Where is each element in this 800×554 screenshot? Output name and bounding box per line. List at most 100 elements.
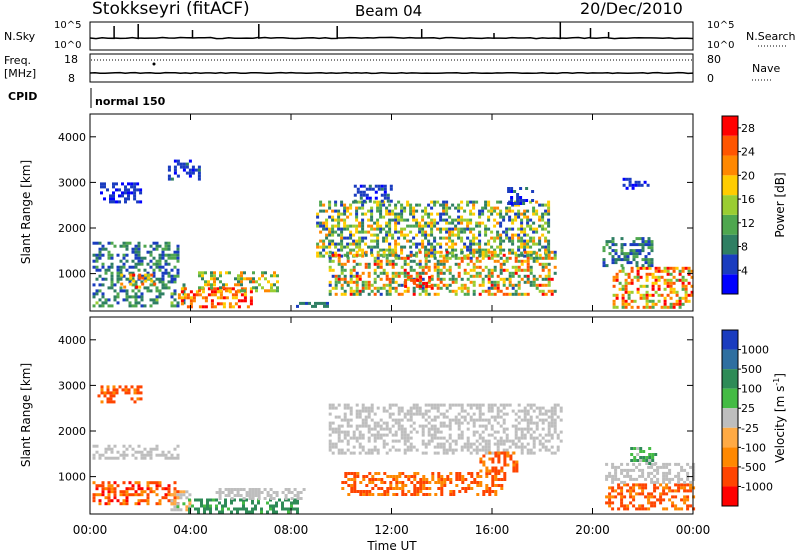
- velocity-cell-7: [368, 481, 372, 484]
- velocity-cell-2: [112, 394, 116, 398]
- velocity-cell-6: [538, 409, 542, 413]
- velocity-cell-6: [463, 445, 467, 449]
- power-cell-1: [164, 247, 168, 251]
- power-cell-9: [490, 283, 494, 287]
- velocity-cell-6: [352, 430, 356, 434]
- power-cell-9: [364, 286, 368, 290]
- velocity-cell-6: [448, 424, 452, 428]
- power-cell-2: [106, 188, 109, 192]
- power-cell-13: [657, 278, 661, 282]
- power-cell-8: [484, 230, 488, 234]
- power-cell-10: [407, 275, 411, 279]
- power-cell-8: [511, 236, 515, 240]
- power-cell-1: [116, 274, 120, 278]
- power-cell-2: [136, 188, 140, 192]
- power-cell-9: [487, 277, 491, 281]
- power-cell-9: [349, 277, 353, 281]
- velocity-cell-7: [416, 490, 420, 493]
- velocity-cell-6: [397, 406, 401, 410]
- power-cell-1: [116, 277, 120, 281]
- velocity-cell-6: [481, 448, 485, 452]
- power-cell-9: [487, 286, 491, 290]
- velocity-cell-3: [173, 502, 177, 506]
- nsky-tick-top: 10^5: [54, 20, 81, 31]
- power-cell-1: [131, 250, 135, 254]
- velocity-cell-9: [668, 486, 672, 490]
- power-cell-7: [299, 301, 302, 305]
- power-cell-9: [448, 268, 452, 272]
- power-cell-9: [436, 274, 440, 278]
- velocity-cell-2: [106, 397, 110, 401]
- velocity-cell-0: [125, 499, 129, 503]
- power-cell-9: [355, 271, 359, 275]
- power-cell-12: [507, 190, 511, 193]
- power-cell-5: [243, 293, 247, 297]
- power-cell-1: [125, 244, 129, 248]
- velocity-cell-6: [475, 430, 479, 434]
- velocity-cell-6: [391, 403, 395, 407]
- power-cell-9: [337, 253, 341, 257]
- power-cell-8: [370, 239, 374, 243]
- power-cell-0: [161, 280, 165, 284]
- power-cell-8: [448, 215, 452, 219]
- power-cell-1: [134, 250, 138, 254]
- power-cell-0: [149, 304, 153, 308]
- power-cell-9: [391, 250, 395, 254]
- velocity-cell-7: [455, 472, 459, 475]
- velocity-cell-1: [122, 453, 126, 457]
- velocity-cell-0: [143, 499, 147, 503]
- power-cell-9: [382, 283, 386, 287]
- power-cell-5: [249, 296, 253, 300]
- power-cell-8: [355, 212, 359, 216]
- power-cell-8: [541, 218, 545, 222]
- power-cell-13: [624, 299, 628, 303]
- power-cell-9: [508, 280, 512, 284]
- power-cell-1: [173, 265, 177, 269]
- velocity-cell-10: [689, 480, 693, 484]
- power-cell-8: [409, 239, 413, 243]
- power-cell-9: [523, 250, 527, 254]
- power-cell-9: [439, 259, 443, 263]
- velocity-cell-6: [337, 403, 341, 407]
- power-cell-7: [296, 304, 299, 308]
- power-cell-2: [130, 191, 134, 195]
- power-cell-9: [364, 265, 368, 269]
- velocity-cell-6: [328, 448, 332, 452]
- velocity-cell-6: [355, 409, 359, 413]
- velocity-cell-6: [478, 424, 482, 428]
- power-cell-11: [380, 187, 384, 191]
- velocity-cell-6: [418, 409, 422, 413]
- power-cell-9: [397, 256, 401, 260]
- velocity-cell-7: [476, 475, 480, 478]
- velocity-cell-6: [478, 415, 482, 419]
- power-cell-13: [663, 296, 667, 300]
- power-cell-8: [547, 224, 551, 228]
- velocity-cell-7: [353, 490, 357, 493]
- power-cell-8: [451, 203, 455, 207]
- power-cell-0: [116, 301, 120, 305]
- velocity-cell-6: [394, 418, 398, 422]
- power-cell-9: [451, 277, 455, 281]
- power-cell-8: [415, 242, 419, 246]
- velocity-cell-7: [422, 481, 426, 484]
- velocity-cell-8: [515, 469, 519, 473]
- velocity-cell-4: [275, 504, 278, 508]
- velocity-cell-6: [388, 412, 392, 416]
- power-cell-8: [361, 203, 365, 207]
- power-cell-13: [624, 281, 628, 285]
- velocity-cell-7: [461, 481, 465, 484]
- power-cell-8: [517, 215, 521, 219]
- power-cell-8: [517, 203, 521, 207]
- power-cell-5: [231, 287, 235, 291]
- power-cell-6: [210, 283, 213, 287]
- power-cell-6: [261, 286, 264, 290]
- velocity-cell-0: [149, 490, 153, 494]
- power-cell-9: [331, 259, 335, 263]
- velocity-cell-6: [529, 448, 533, 452]
- power-cell-8: [319, 221, 323, 225]
- power-cell-14: [647, 261, 651, 265]
- velocity-cell-10: [653, 480, 657, 484]
- power-cell-11: [374, 184, 378, 188]
- power-cell-1: [110, 277, 114, 281]
- velocity-cell-6: [385, 433, 389, 437]
